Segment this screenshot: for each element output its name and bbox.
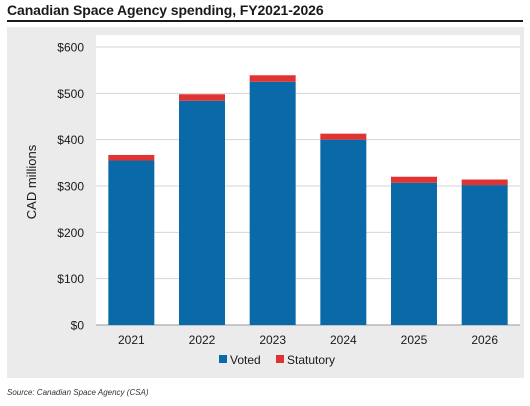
bar-voted-2025 xyxy=(391,182,437,325)
x-tick-label: 2023 xyxy=(259,333,286,347)
plot-area xyxy=(96,35,520,325)
source-note: Source: Canadian Space Agency (CSA) xyxy=(7,388,149,397)
bar-statutory-2026 xyxy=(461,179,508,186)
legend: Voted Statutory xyxy=(219,353,335,367)
y-tick-label: $500 xyxy=(57,87,84,101)
x-tick-label: 2024 xyxy=(330,333,357,347)
x-tick-labels: 2021 2022 2023 2024 2025 2026 xyxy=(118,333,498,347)
y-tick-label: $0 xyxy=(71,319,85,333)
bar-statutory-2025 xyxy=(391,176,437,183)
x-tick-label: 2021 xyxy=(118,333,145,347)
y-tick-label: $300 xyxy=(57,180,84,194)
legend-swatch-statutory xyxy=(276,355,284,363)
bar-voted-2021 xyxy=(108,160,155,325)
bar-statutory-2024 xyxy=(320,133,367,140)
title-divider xyxy=(7,20,523,22)
bar-voted-2026 xyxy=(461,185,508,325)
x-tick-label: 2026 xyxy=(471,333,498,347)
y-tick-label: $200 xyxy=(57,226,84,240)
y-tick-labels: $0 $100 $200 $300 $400 $500 $600 xyxy=(57,41,84,333)
bar-statutory-2022 xyxy=(179,94,225,101)
y-tick-label: $600 xyxy=(57,41,84,55)
bar-statutory-2021 xyxy=(108,154,155,161)
gridlines xyxy=(96,46,520,326)
legend-swatch-voted xyxy=(219,355,227,363)
bar-voted-2022 xyxy=(179,100,225,325)
bars xyxy=(108,75,508,325)
y-tick-label: $400 xyxy=(57,133,84,147)
legend-label-statutory: Statutory xyxy=(287,353,335,367)
bar-statutory-2023 xyxy=(249,75,296,82)
y-axis-label: CAD millions xyxy=(24,144,39,219)
legend-label-voted: Voted xyxy=(230,353,261,367)
bar-voted-2023 xyxy=(249,81,296,325)
x-tick-label: 2022 xyxy=(189,333,216,347)
bar-voted-2024 xyxy=(320,139,367,325)
chart-title: Canadian Space Agency spending, FY2021-2… xyxy=(7,2,324,18)
y-tick-label: $100 xyxy=(57,272,84,286)
x-tick-label: 2025 xyxy=(401,333,428,347)
